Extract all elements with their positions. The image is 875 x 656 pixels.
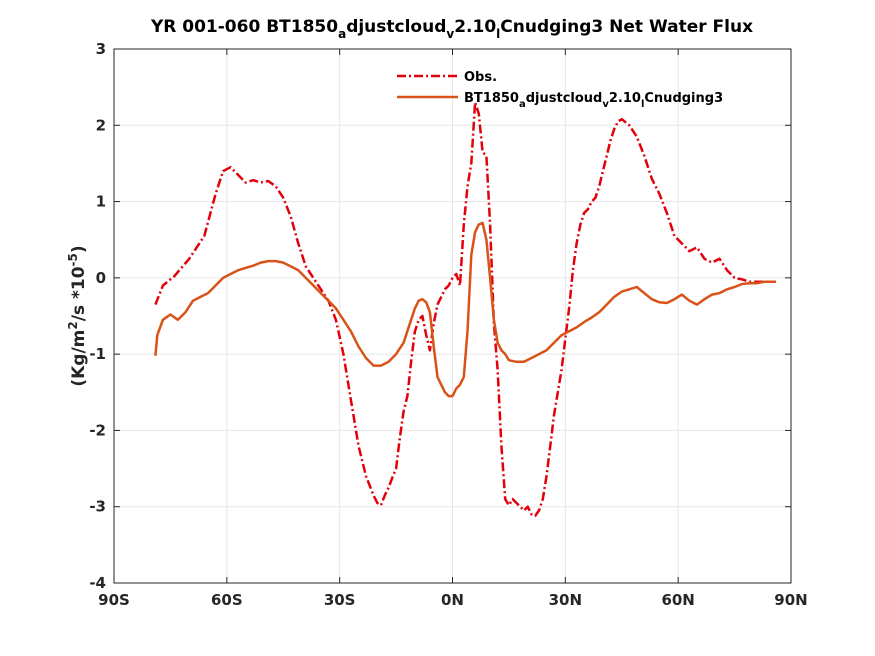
legend-label-part: a (519, 99, 526, 110)
y-label-part: -5 (66, 253, 80, 266)
legend: Obs. BT1850adjustcloudv2.10lCnudging3 (397, 70, 723, 110)
chart-title: YR 001-060 BT1850adjustcloudv2.10lCnudgi… (150, 17, 753, 41)
tick-marks (113, 48, 792, 584)
title-part: v (446, 27, 454, 41)
y-tick-label: 1 (96, 193, 106, 211)
x-tick-label: 60S (211, 591, 243, 609)
title-part: djustcloud (346, 17, 446, 37)
y-tick-label: 0 (96, 269, 106, 287)
x-tick-label: 30S (324, 591, 356, 609)
x-tick-label: 90S (98, 591, 130, 609)
legend-label-part: 2.10 (609, 91, 641, 106)
y-label-part: (Kg/m (69, 330, 89, 387)
y-label-part: /s *10 (69, 266, 89, 321)
title-part: YR 001-060 BT1850 (150, 17, 338, 37)
legend-label-part: v (602, 99, 609, 110)
x-tick-label: 60N (661, 591, 694, 609)
title-part: Cnudging3 Net Water Flux (500, 17, 753, 37)
tick-labels: 90S 60S 30S 0N 30N 60N 90N -4 -3 -2 -1 0 1 2 3 (89, 40, 807, 609)
title-part: a (338, 27, 346, 41)
y-tick-label: 2 (96, 116, 106, 134)
title-part: 2.10 (454, 17, 496, 37)
y-label-part: ) (69, 245, 89, 253)
y-tick-label: -2 (89, 421, 106, 439)
x-tick-label: 0N (441, 591, 464, 609)
title-part: l (496, 27, 500, 41)
legend-label-model: BT1850adjustcloudv2.10lCnudging3 (464, 91, 723, 110)
series-layer (154, 101, 776, 518)
x-tick-label: 90N (774, 591, 807, 609)
legend-label-part: Cnudging3 (644, 91, 723, 106)
y-label-part: 2 (66, 321, 80, 329)
series-model-line (154, 221, 776, 398)
y-tick-label: 3 (96, 40, 106, 58)
y-tick-label: -1 (89, 345, 106, 363)
x-tick-label: 30N (549, 591, 582, 609)
legend-label-part: djustcloud (526, 91, 603, 106)
y-tick-label: -4 (89, 574, 106, 592)
legend-label-obs: Obs. (464, 70, 497, 85)
legend-label-part: BT1850 (464, 91, 519, 106)
legend-label-part: l (641, 99, 644, 110)
series-obs-line (154, 101, 776, 518)
y-tick-label: -3 (89, 498, 106, 516)
y-axis-label: (Kg/m2/s *10-5) (66, 245, 89, 386)
